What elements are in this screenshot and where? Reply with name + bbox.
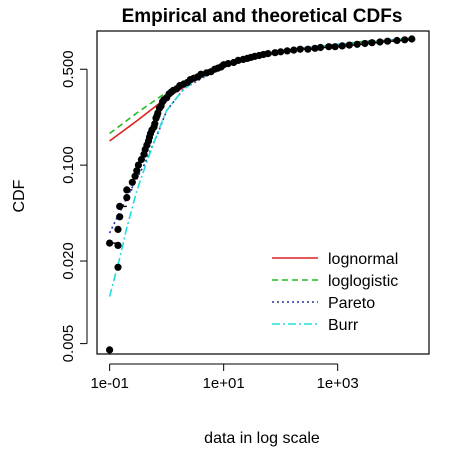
empirical-point [353,40,361,48]
empirical-point [131,172,139,180]
empirical-point [114,225,122,233]
empirical-point [134,161,142,169]
x-tick-label: 1e+01 [203,375,245,392]
empirical-point [114,263,122,271]
legend-label-pareto: Pareto [328,295,375,312]
legend-label-burr: Burr [328,317,359,334]
y-tick-label: 0.005 [60,325,77,363]
axes: 1e-01 1e+01 1e+03 0.005 0.020 0.100 0.500 [60,50,359,392]
empirical-point [311,44,319,52]
y-tick-label: 0.020 [60,242,77,280]
chart-title: Empirical and theoretical CDFs [122,6,403,27]
empirical-point [368,39,376,47]
y-axis-title: CDF [11,179,28,212]
empirical-point [401,36,409,44]
empirical-point [316,43,325,52]
empirical-point [361,39,369,48]
empirical-point [114,241,122,249]
empirical-point [408,35,416,43]
empirical-point [106,346,114,354]
y-tick-label: 0.500 [60,50,77,88]
legend: lognormal loglogistic Pareto Burr [272,251,398,334]
x-tick-label: 1e+03 [317,375,359,392]
empirical-point [224,60,232,68]
empirical-point [393,36,401,45]
empirical-point [345,41,353,49]
empirical-point [116,202,124,210]
empirical-point [384,37,392,45]
empirical-point [151,120,159,128]
empirical-point [264,50,272,58]
series-line-pareto [108,38,412,234]
empirical-point [128,178,136,186]
empirical-point [331,43,339,51]
empirical-point [271,49,279,57]
plot-frame [96,30,430,355]
empirical-point [376,38,384,46]
legend-label-lognormal: lognormal [328,251,398,268]
empirical-point [116,213,124,221]
empirical-point [133,167,141,175]
series-line-burr [108,37,412,297]
x-axis-title: data in log scale [204,430,320,447]
empirical-point [290,46,298,54]
empirical-point [304,45,312,53]
empirical-point [325,43,333,51]
empirical-point [123,186,131,194]
empirical-point [106,239,114,247]
y-tick-label: 0.100 [60,146,77,184]
empirical-point [123,194,131,202]
empirical-point [296,45,304,53]
empirical-point [197,70,205,78]
empirical-point [277,48,285,56]
legend-label-loglogistic: loglogistic [328,273,398,290]
empirical-point [283,47,291,55]
plot-area [106,35,416,354]
x-tick-label: 1e-01 [90,375,128,392]
empirical-point [338,42,346,50]
